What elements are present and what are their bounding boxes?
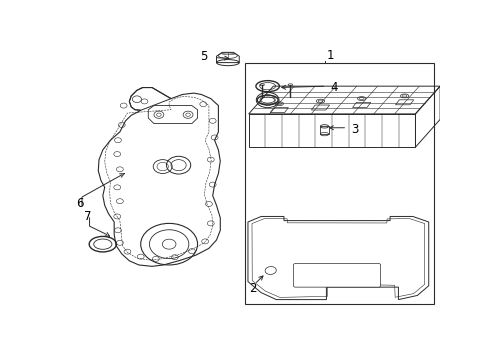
Text: 4: 4 [329, 81, 337, 94]
Text: 7: 7 [84, 210, 91, 223]
Text: 6: 6 [76, 198, 83, 211]
Text: 1: 1 [326, 49, 333, 62]
Bar [320, 126, 328, 134]
Text: 5: 5 [199, 50, 206, 63]
Bar [244, 63, 433, 304]
FancyBboxPatch shape [293, 264, 380, 287]
Text: 2: 2 [248, 282, 256, 295]
Text: 3: 3 [350, 123, 358, 136]
